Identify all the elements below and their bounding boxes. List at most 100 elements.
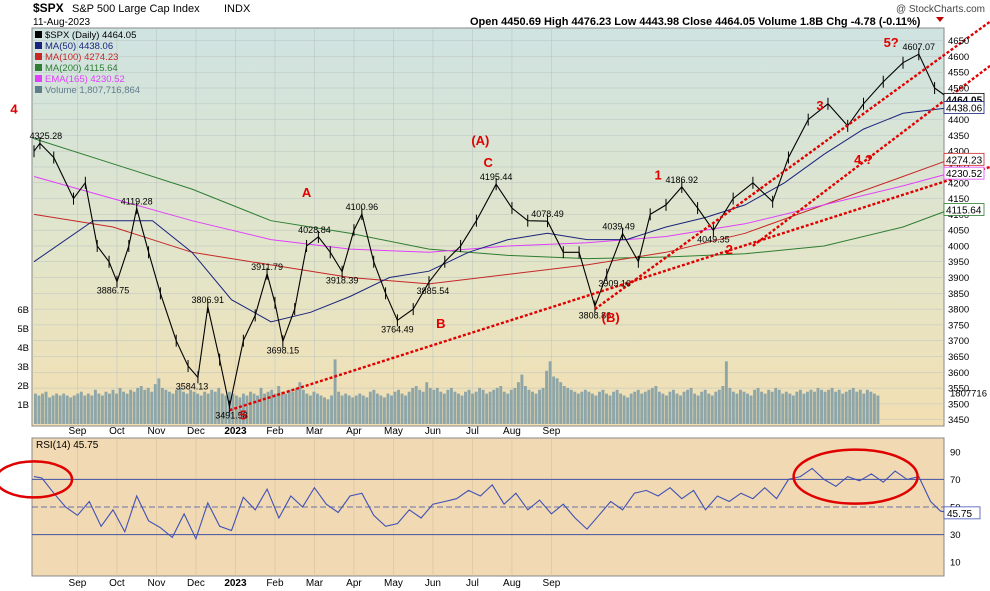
x-tick-label: May [384, 426, 403, 437]
volume-bar [104, 391, 108, 424]
volume-bar [714, 391, 718, 424]
legend-swatch [35, 86, 42, 93]
volume-bar [252, 393, 256, 424]
volume-bar [516, 382, 520, 424]
volume-bar [721, 386, 725, 424]
watermark: @ StockCharts.com [896, 4, 985, 15]
volume-bar [474, 391, 478, 424]
volume-bar [425, 382, 429, 424]
wave-label: 2 [726, 242, 733, 257]
volume-bar [217, 387, 221, 424]
volume-bar [157, 378, 161, 424]
volume-bar [305, 393, 309, 424]
volume-bar [414, 386, 418, 424]
volume-bar [555, 378, 559, 424]
volume-bar [256, 395, 259, 424]
price-value-label: 3808.86 [579, 310, 612, 320]
price-tick-label: 3750 [948, 320, 969, 331]
x-tick-label: Nov [148, 426, 166, 437]
volume-bar [478, 387, 482, 424]
volume-bar [51, 395, 55, 424]
volume-bar [633, 391, 637, 424]
price-value-label: 4195.44 [480, 172, 513, 182]
price-panel [31, 27, 945, 427]
volume-bar [499, 386, 503, 424]
volume-bar [69, 397, 73, 424]
volume-bar [122, 391, 126, 424]
volume-bar [583, 389, 587, 424]
volume-bar [851, 387, 855, 424]
volume-bar [160, 387, 164, 424]
volume-bar [626, 397, 630, 424]
wave-label: 4 [10, 101, 18, 116]
volume-bar [858, 389, 862, 424]
volume-bar [58, 395, 62, 424]
volume-bars [34, 359, 880, 424]
volume-bar [590, 393, 594, 424]
price-tick-label: 4400 [948, 115, 969, 126]
wave-label: 1 [654, 168, 661, 183]
price-tick-label: 3650 [948, 352, 969, 363]
volume-last-label: 1807716 [950, 389, 987, 400]
right-value-box [943, 166, 985, 180]
price-tick-label: 3900 [948, 273, 969, 284]
volume-bar [224, 395, 228, 424]
volume-bar [153, 384, 157, 424]
volume-bar [37, 395, 41, 424]
volume-bar [263, 393, 267, 424]
x-tick-label: Mar [306, 426, 324, 437]
price-value-label: 3764.49 [381, 324, 414, 334]
volume-bar [566, 387, 570, 424]
volume-bar [675, 393, 679, 424]
volume-bar [382, 397, 386, 424]
volume-bar [509, 389, 513, 424]
volume-bar [347, 395, 351, 424]
volume-bar [358, 393, 362, 424]
volume-bar [421, 391, 425, 424]
rsi-tick-label: 10 [950, 558, 961, 569]
volume-bar [855, 391, 859, 424]
volume-bar [488, 391, 492, 424]
volume-bar [538, 389, 541, 424]
volume-bar [351, 397, 355, 424]
price-tick-label: 3700 [948, 336, 969, 347]
volume-bar [375, 393, 379, 424]
volume-bar [865, 389, 869, 424]
wave-label: 5? [884, 35, 899, 50]
volume-bar [76, 393, 80, 424]
volume-bar [654, 386, 658, 424]
rsi-x-tick-label: Feb [266, 578, 284, 589]
volume-bar [622, 395, 626, 424]
volume-bar [294, 387, 298, 424]
volume-bar [682, 391, 686, 424]
volume-bar [629, 393, 633, 424]
wave-label: B [436, 316, 445, 331]
volume-bar [770, 391, 774, 424]
volume-bar [753, 389, 757, 424]
volume-bar [185, 393, 189, 424]
rsi-circle-annotation [0, 460, 74, 499]
volume-bar [428, 387, 432, 424]
volume-bar [111, 389, 115, 424]
wave-label: A [302, 185, 312, 200]
volume-bar [446, 389, 450, 424]
volume-bar [146, 387, 150, 424]
volume-bar [784, 391, 788, 424]
volume-bar [418, 389, 422, 424]
volume-bar [439, 391, 443, 424]
volume-bar [323, 397, 326, 424]
volume-bar [330, 395, 334, 424]
volume-bar [206, 393, 210, 424]
volume-bar [696, 395, 700, 424]
volume-bar [657, 391, 661, 424]
volume-bar [643, 391, 647, 424]
volume-bar [717, 389, 721, 424]
volume-bar [192, 391, 196, 424]
volume-bar [48, 397, 52, 424]
moving-averages [33, 107, 951, 323]
rsi-x-tick-label: Sep [69, 578, 87, 589]
volume-bar [805, 391, 809, 424]
rsi-series: 45.75 [0, 448, 981, 541]
rsi-x-tick-label: Jun [425, 578, 441, 589]
rsi-value-label: 45.75 [947, 509, 972, 520]
